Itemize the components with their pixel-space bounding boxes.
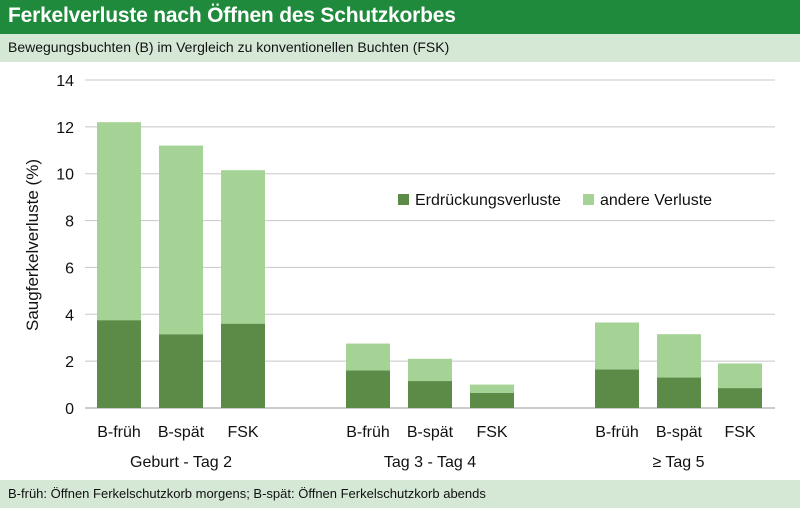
x-group-label: Tag 3 - Tag 4 — [384, 454, 476, 471]
chart-subtitle: Bewegungsbuchten (B) im Vergleich zu kon… — [8, 39, 450, 55]
subtitle-bar: Bewegungsbuchten (B) im Vergleich zu kon… — [0, 34, 800, 62]
x-category-label: B-früh — [97, 424, 141, 441]
y-tick-label: 8 — [65, 214, 74, 231]
bar-segment-andere — [97, 122, 141, 321]
bar-segment-erdrueckung — [408, 381, 452, 408]
footer-bar: B-früh: Öffnen Ferkelschutzkorb morgens;… — [0, 480, 800, 508]
bar-segment-erdrueckung — [159, 334, 203, 408]
bar-segment-andere — [718, 363, 762, 389]
legend: Erdrückungsverluste andere Verluste — [398, 192, 712, 209]
y-tick-label: 2 — [65, 354, 74, 371]
x-category-label: FSK — [724, 424, 755, 441]
legend-swatch — [583, 194, 594, 205]
y-tick-label: 6 — [65, 260, 74, 277]
x-category-label: B-spät — [407, 424, 454, 441]
legend-swatch — [398, 194, 409, 205]
bar-segment-erdrueckung — [595, 369, 639, 408]
bar-segment-andere — [159, 145, 203, 335]
legend-label: Erdrückungsverluste — [415, 192, 561, 209]
y-tick-label: 0 — [65, 401, 74, 418]
x-group-label: ≥ Tag 5 — [652, 454, 704, 471]
bar-segment-erdrueckung — [97, 320, 141, 408]
x-category-labels: B-früh B-spät FSK B-früh B-spät FSK B-früh B-sp… — [97, 424, 756, 441]
bar-segment-erdrueckung — [657, 377, 701, 408]
bar-segment-erdrueckung — [221, 323, 265, 408]
x-category-label: FSK — [476, 424, 507, 441]
x-group-label: Geburt - Tag 2 — [130, 454, 232, 471]
bar-segment-andere — [221, 170, 265, 324]
bar-segment-andere — [408, 358, 452, 382]
bar-segment-erdrueckung — [346, 370, 390, 408]
footnote: B-früh: Öffnen Ferkelschutzkorb morgens;… — [8, 486, 486, 501]
bar-segment-erdrueckung — [718, 388, 762, 408]
x-category-label: B-spät — [656, 424, 703, 441]
y-tick-label: 14 — [56, 73, 74, 90]
bars — [97, 122, 762, 408]
x-category-label: B-früh — [595, 424, 639, 441]
x-category-label: B-spät — [158, 424, 205, 441]
title-bar: Ferkelverluste nach Öffnen des Schutzkor… — [0, 0, 800, 34]
y-tick-labels: 0 2 4 6 8 10 12 14 — [56, 73, 74, 418]
stacked-bar-chart: 0 2 4 6 8 10 12 14 B-früh B-spät FSK B-früh B-spät F… — [23, 73, 775, 471]
y-tick-label: 12 — [56, 120, 74, 137]
y-axis-label: Saugferkelverluste (%) — [23, 159, 42, 331]
y-tick-label: 10 — [56, 167, 74, 184]
x-category-label: B-früh — [346, 424, 390, 441]
legend-label: andere Verluste — [600, 192, 712, 209]
bar-segment-erdrueckung — [470, 392, 514, 408]
x-group-labels: Geburt - Tag 2 Tag 3 - Tag 4 ≥ Tag 5 — [130, 454, 705, 471]
bar-segment-andere — [346, 343, 390, 371]
y-tick-label: 4 — [65, 307, 74, 324]
x-category-label: FSK — [227, 424, 258, 441]
chart-title: Ferkelverluste nach Öffnen des Schutzkor… — [8, 4, 456, 27]
bar-segment-andere — [470, 384, 514, 393]
bar-segment-andere — [657, 334, 701, 378]
bar-segment-andere — [595, 322, 639, 370]
